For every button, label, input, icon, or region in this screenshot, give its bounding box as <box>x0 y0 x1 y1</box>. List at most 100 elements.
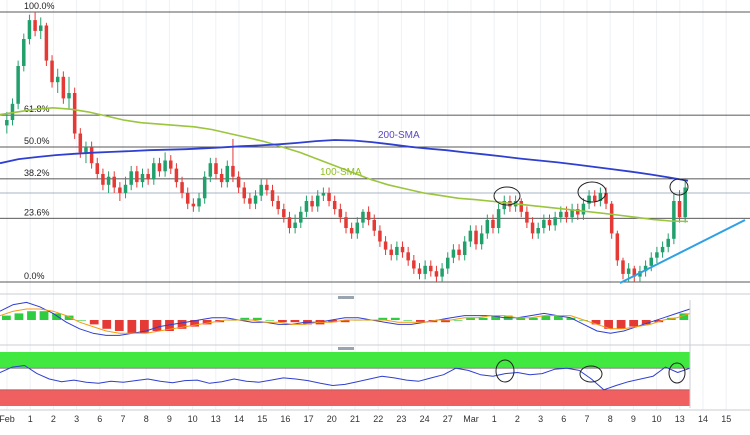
candle-body-15 <box>89 147 94 164</box>
candle-body-73 <box>417 268 422 274</box>
rsi-overbought-band <box>0 352 690 369</box>
candle-body-3 <box>22 39 26 66</box>
sma100-label: 100-SMA <box>320 167 362 178</box>
candle-body-91 <box>519 201 523 212</box>
x-tick-label-12: 16 <box>280 414 290 424</box>
macd-hist-bar-33 <box>416 320 425 323</box>
macd-hist-bar-32 <box>403 320 413 321</box>
macd-signal-line <box>0 308 691 334</box>
candle-body-114 <box>649 257 654 266</box>
x-tick-label-19: 27 <box>443 414 453 424</box>
macd-hist-bar-19 <box>240 317 250 320</box>
macd-line <box>0 301 691 336</box>
candle-body-12 <box>72 93 77 134</box>
candle-body-8 <box>50 60 54 83</box>
moving-averages <box>0 107 689 223</box>
candle-body-108 <box>615 233 620 261</box>
candle-body-22 <box>129 171 133 185</box>
macd-hist-bar-10 <box>127 320 137 334</box>
macd-panel <box>0 301 691 336</box>
x-tick-label-18: 24 <box>420 414 430 424</box>
macd-hist-bar-43 <box>541 315 551 320</box>
candle-body-94 <box>536 228 540 234</box>
candle-body-16 <box>95 163 100 174</box>
macd-hist-bar-22 <box>278 320 287 323</box>
candle-body-95 <box>542 219 546 228</box>
candle-body-62 <box>355 222 360 234</box>
candle-body-103 <box>587 195 591 204</box>
candle-body-23 <box>135 171 139 183</box>
candle-body-81 <box>462 241 467 255</box>
macd-hist-bar-39 <box>491 315 501 320</box>
macd-hist-bar-44 <box>554 315 563 320</box>
candlesticks <box>5 12 687 282</box>
macd-hist-bar-54 <box>679 313 689 320</box>
macd-hist-bar-31 <box>390 317 400 320</box>
macd-hist-bar-2 <box>27 311 36 320</box>
candle-body-105 <box>598 192 603 201</box>
candle-body-32 <box>185 192 190 204</box>
macd-hist-bar-15 <box>190 320 199 327</box>
macd-hist-bar-14 <box>177 320 187 329</box>
candle-body-72 <box>412 260 416 269</box>
candle-body-113 <box>643 265 648 272</box>
candle-body-25 <box>146 174 150 180</box>
x-tick-label-6: 8 <box>144 414 149 424</box>
rsi-panel <box>0 300 691 408</box>
x-tick-label-10: 14 <box>234 414 244 424</box>
macd-hist-bar-48 <box>604 320 613 329</box>
candle-body-117 <box>666 238 670 247</box>
candle-body-34 <box>197 198 201 207</box>
x-tick-label-26: 8 <box>608 414 613 424</box>
macd-hist-bar-37 <box>466 317 475 320</box>
candle-body-46 <box>265 184 269 191</box>
candle-body-107 <box>609 203 614 234</box>
candle-body-65 <box>372 219 377 231</box>
candle-body-77 <box>440 268 444 277</box>
resistance-circle-2 <box>669 178 689 196</box>
macd-hist-bar-36 <box>453 320 463 321</box>
fib-label-5: 0.0% <box>24 271 45 281</box>
candle-body-56 <box>321 192 326 196</box>
candle-body-29 <box>169 160 173 169</box>
x-tick-label-20: Mar <box>463 414 479 424</box>
sma100-line <box>0 107 689 223</box>
macd-hist-bar-3 <box>39 311 49 320</box>
candle-body-35 <box>202 176 207 199</box>
candle-body-6 <box>38 25 43 31</box>
macd-hist-bar-26 <box>328 320 337 323</box>
candle-body-10 <box>61 76 66 99</box>
x-tick-label-22: 2 <box>515 414 520 424</box>
candle-body-33 <box>191 203 196 207</box>
rsi-circle-1 <box>579 365 603 383</box>
x-tick-label-9: 13 <box>211 414 221 424</box>
x-tick-label-21: 1 <box>492 414 497 424</box>
macd-hist-bar-41 <box>516 317 526 320</box>
candle-body-78 <box>445 257 450 269</box>
candle-body-52 <box>299 211 303 223</box>
candle-body-20 <box>118 187 122 193</box>
candle-body-82 <box>468 230 473 242</box>
candle-body-0 <box>5 120 9 126</box>
resistance-circle-0 <box>493 186 521 206</box>
macd-hist-bar-5 <box>64 315 74 320</box>
candle-body-21 <box>123 184 128 193</box>
candle-body-47 <box>270 190 275 201</box>
candle-body-101 <box>576 209 580 215</box>
candle-body-43 <box>248 198 252 204</box>
x-tick-label-0: Feb <box>0 414 15 424</box>
x-tick-label-11: 15 <box>257 414 267 424</box>
rsi-circle-2 <box>668 362 686 384</box>
candle-body-99 <box>564 211 569 218</box>
x-tick-label-13: 17 <box>304 414 314 424</box>
candle-body-111 <box>632 268 637 277</box>
candle-body-49 <box>282 209 286 218</box>
panel-resize-handle-1 <box>338 296 354 299</box>
macd-hist-bar-4 <box>52 313 61 320</box>
x-tick-label-1: 1 <box>28 414 33 424</box>
x-tick-label-17: 23 <box>396 414 406 424</box>
rsi-oversold-band <box>0 389 690 406</box>
candle-body-80 <box>457 249 461 255</box>
candle-body-31 <box>180 182 184 193</box>
